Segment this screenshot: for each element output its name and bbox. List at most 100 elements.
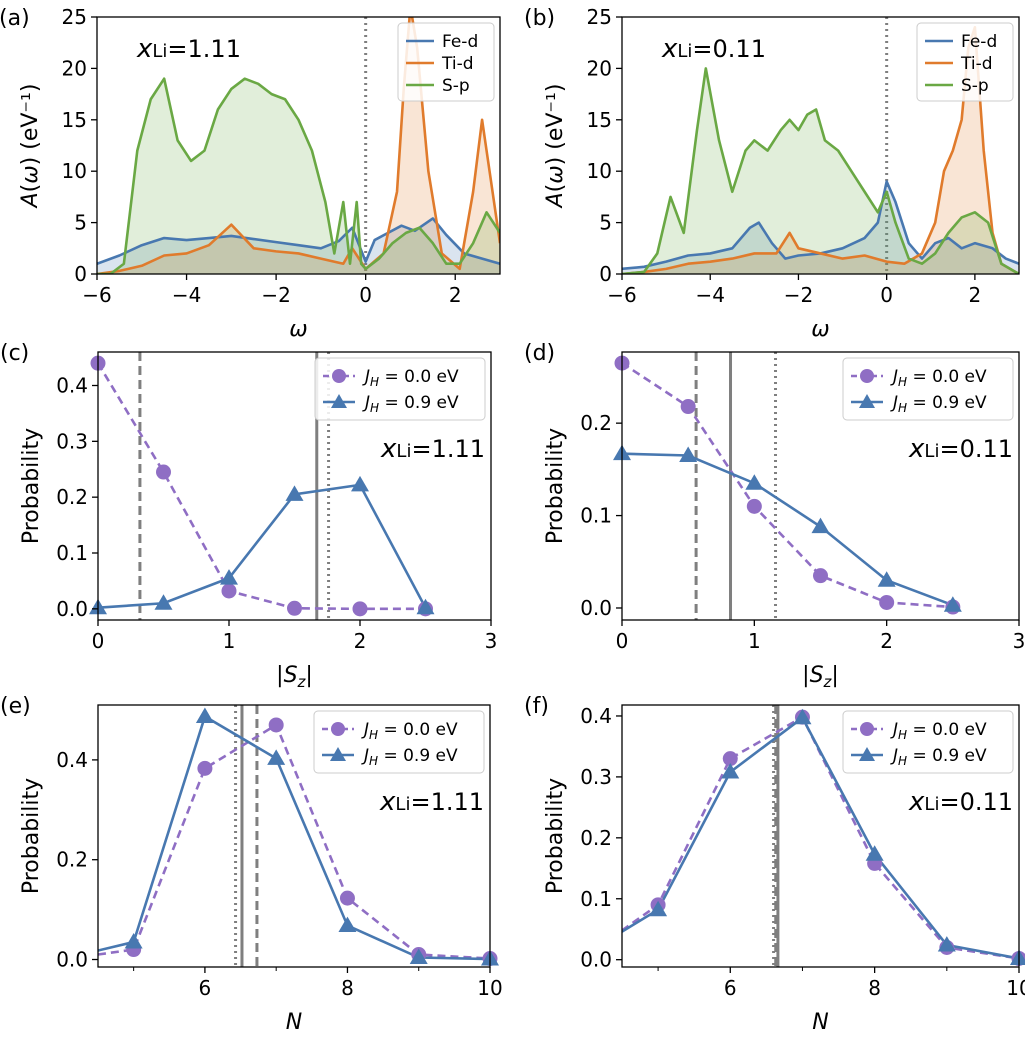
- legend-label: Ti-d: [960, 54, 993, 74]
- data-point-triangle: [351, 475, 369, 492]
- x-tick-label: 3: [1013, 629, 1025, 653]
- data-point-triangle: [195, 707, 214, 723]
- legend: Fe-dTi-dS-p: [397, 22, 495, 102]
- data-point-triangle: [943, 596, 962, 612]
- data-point-triangle: [679, 446, 698, 462]
- data-point-circle: [339, 890, 355, 906]
- panel-label: (c): [0, 341, 29, 366]
- data-point-circle: [746, 498, 762, 514]
- composition-annotation: xLi=0.11: [908, 787, 1013, 817]
- x-tick-label: 2: [969, 283, 982, 307]
- data-point-circle: [287, 600, 302, 616]
- x-tick-label: 8: [868, 976, 881, 1000]
- series-line-s-p: [622, 67, 1019, 274]
- axes-frame: [621, 704, 1020, 968]
- series-line-s-p: [97, 77, 500, 274]
- series-fill-ti-d: [97, 17, 500, 274]
- x-axis-label: |Sz|: [276, 663, 313, 691]
- data-point-circle: [156, 464, 171, 480]
- x-tick-label: 0: [92, 629, 105, 653]
- y-axis-label: Probability: [19, 778, 44, 894]
- composition-annotation: xLi=1.11: [380, 434, 485, 464]
- y-tick-label: 0.0: [580, 596, 612, 620]
- data-point-triangle: [267, 749, 286, 765]
- y-tick-label: 0.2: [56, 848, 88, 872]
- composition-annotation: xLi=0.11: [661, 34, 766, 64]
- plot-area: [97, 17, 500, 274]
- x-axis-label: N: [286, 1010, 302, 1035]
- series-fill-fe-d: [622, 181, 1019, 274]
- plot-area: [622, 352, 954, 620]
- y-tick-label: 0.0: [580, 948, 612, 972]
- series-fill-s-p: [622, 68, 1019, 274]
- y-tick-label: 15: [62, 108, 87, 132]
- plot-area: [622, 17, 1019, 274]
- y-tick-label: 15: [587, 108, 612, 132]
- legend-label: S-p: [442, 76, 470, 96]
- composition-annotation: xLi=1.11: [136, 34, 241, 64]
- y-tick-label: 0.2: [580, 826, 612, 850]
- y-tick-label: 0: [74, 262, 87, 286]
- legend-marker-triangle: [330, 747, 346, 761]
- plot-area: [98, 352, 427, 620]
- y-tick-label: 25: [62, 5, 87, 29]
- data-point-triangle: [811, 517, 830, 534]
- x-tick-label: 10: [477, 976, 502, 1000]
- legend-marker-circle: [331, 722, 345, 736]
- panel-label: (a): [0, 6, 30, 31]
- y-tick-label: 20: [62, 56, 87, 80]
- y-tick-label: 0.3: [580, 765, 612, 789]
- series-fill-ti-d: [622, 27, 1019, 274]
- y-tick-label: 0: [599, 262, 612, 286]
- x-tick-label: 3: [485, 629, 498, 653]
- y-tick-label: 5: [599, 211, 612, 235]
- legend: JH = 0.0 eV JH = 0.9 eV: [313, 710, 485, 774]
- data-point-triangle: [793, 708, 812, 725]
- legend-label: Fe-d: [442, 32, 478, 52]
- legend-marker-triangle: [331, 394, 347, 408]
- legend-box: [313, 710, 485, 774]
- y-axis-label: A(ω) (eV⁻¹): [543, 84, 568, 210]
- data-point-circle: [352, 601, 368, 617]
- data-point-circle: [879, 594, 895, 610]
- composition-annotation: xLi=0.11: [908, 434, 1013, 464]
- data-point-triangle: [416, 598, 435, 615]
- axes-frame: [97, 351, 492, 621]
- series-fill-s-p: [97, 78, 500, 274]
- x-tick-label: −4: [695, 283, 724, 307]
- data-point-circle: [680, 399, 696, 415]
- legend-label: JH = 0.9 eV: [362, 393, 459, 415]
- data-point-triangle: [865, 845, 884, 861]
- legend-box: [397, 22, 495, 102]
- legend: JH = 0.0 eV JH = 0.9 eV: [314, 357, 486, 421]
- x-axis-label: |Sz|: [802, 663, 839, 691]
- data-point-triangle: [721, 763, 740, 779]
- y-tick-label: 20: [587, 56, 612, 80]
- data-point-triangle: [409, 948, 428, 964]
- legend-label: JH = 0.9 eV: [361, 746, 458, 768]
- data-point-triangle: [937, 936, 956, 952]
- x-tick-label: 10: [1006, 976, 1025, 1000]
- series-line-ti-d: [97, 17, 500, 274]
- x-tick-label: 8: [341, 976, 354, 1000]
- y-tick-label: 0.2: [56, 485, 88, 509]
- panel-d: 0 1 2 3 0.0 0.1 0.2 |Sz| Probability (d) xLi=0.11 J…: [524, 341, 1025, 691]
- legend: Fe-dTi-dS-p: [916, 22, 1014, 102]
- x-tick-label: 1: [748, 629, 761, 653]
- legend-label: JH = 0.0 eV: [890, 720, 987, 742]
- series-line-fe-d: [622, 180, 1019, 271]
- legend-box: [842, 357, 1014, 421]
- legend-box: [916, 22, 1014, 102]
- y-axis-label: Probability: [19, 428, 44, 544]
- panel-label: (b): [524, 6, 555, 31]
- x-tick-label: 0: [880, 283, 893, 307]
- y-tick-label: 0.4: [56, 748, 88, 772]
- x-tick-label: 2: [880, 629, 893, 653]
- y-tick-label: 0.3: [56, 429, 88, 453]
- y-tick-label: 5: [74, 211, 87, 235]
- axes-frame: [96, 16, 501, 275]
- legend-label: JH = 0.9 eV: [890, 746, 987, 768]
